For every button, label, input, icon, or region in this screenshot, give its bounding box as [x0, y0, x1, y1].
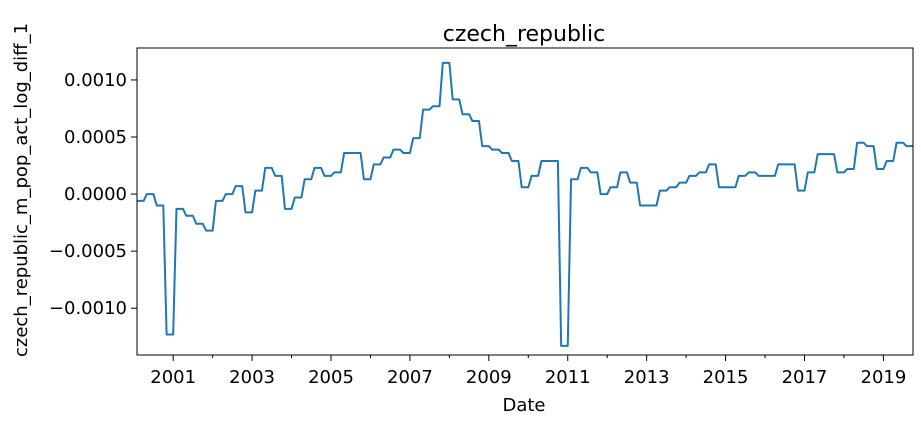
x-tick-label: 2013 — [624, 367, 670, 388]
y-tick-label: −0.0005 — [49, 241, 127, 262]
x-tick-label: 2019 — [861, 367, 907, 388]
x-tick-label: 2009 — [466, 367, 512, 388]
series-line — [137, 61, 913, 347]
y-tick-label: 0.0010 — [64, 70, 127, 91]
y-tick-label: 0.0005 — [64, 127, 127, 148]
axes-frame — [136, 47, 914, 356]
y-axis: −0.0010 −0.0005 0.0000 0.0005 0.0010 — [49, 70, 137, 319]
y-tick-label: −0.0010 — [49, 298, 127, 319]
x-axis-label: Date — [502, 395, 545, 416]
x-tick-label: 2007 — [387, 367, 433, 388]
chart-title: czech_republic — [443, 22, 606, 47]
x-tick-label: 2011 — [545, 367, 591, 388]
x-tick-label: 2001 — [150, 367, 196, 388]
x-axis: 2001 2003 2005 2007 2009 2011 2013 2015 2017 2019 — [150, 355, 906, 388]
x-tick-label: 2005 — [308, 367, 354, 388]
x-tick-label: 2015 — [703, 367, 749, 388]
y-axis-label: czech_republic_m_pop_act_log_diff_1 — [11, 23, 32, 357]
x-tick-label: 2003 — [229, 367, 275, 388]
y-tick-label: 0.0000 — [64, 184, 127, 205]
x-tick-label: 2017 — [782, 367, 828, 388]
